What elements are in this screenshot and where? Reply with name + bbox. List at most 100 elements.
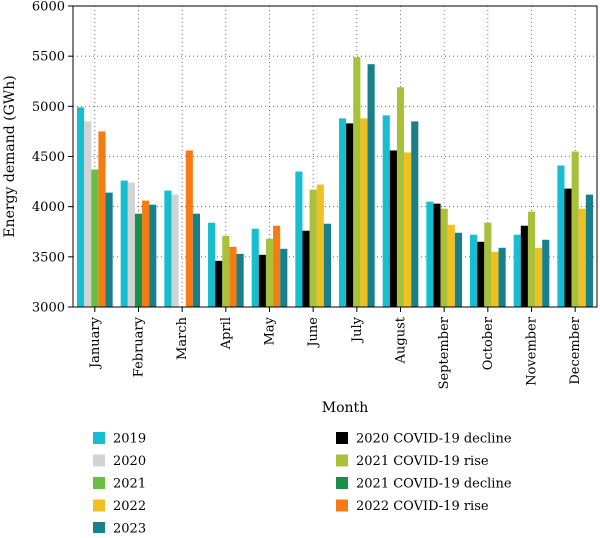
bar-november-2023 [542, 239, 550, 307]
legend-label-2019: 2019 [113, 432, 146, 447]
legend-label-2020-covid-19-decline: 2020 COVID-19 decline [356, 432, 512, 447]
bar-july-2022 [360, 118, 368, 307]
legend-swatch-2020-covid-19-decline [336, 432, 348, 444]
bar-september-2020-covid-19-decline [433, 203, 441, 307]
bar-january-2023 [105, 192, 113, 307]
legend-swatch-2021-covid-19-decline [336, 477, 348, 489]
bar-april-2019 [208, 222, 216, 307]
bar-december-2023 [585, 194, 593, 307]
bar-october-2020-covid-19-decline [477, 241, 485, 307]
bar-april-2020-covid-19-decline [215, 260, 223, 307]
legend-label-2022-covid-19-rise: 2022 COVID-19 rise [356, 499, 489, 514]
legend-swatch-2021 [93, 477, 105, 489]
x-tick-label-april: April [219, 317, 234, 350]
bar-october-2023 [498, 247, 506, 307]
bar-february-2019 [120, 180, 128, 307]
legend-label-2021-covid-19-decline: 2021 COVID-19 decline [356, 477, 512, 492]
bar-august-2021-covid-19-rise [396, 87, 405, 308]
bar-february-2022-covid-19-rise [142, 200, 150, 307]
legend-swatch-2022 [93, 499, 105, 512]
bar-august-2022 [404, 152, 412, 307]
x-axis-label: Month [322, 400, 368, 416]
bar-may-2019 [251, 228, 259, 307]
bar-march-2023 [192, 213, 200, 307]
y-tick-label: 5000 [32, 100, 65, 115]
x-tick-label-december: December [568, 316, 583, 384]
bar-january-2019 [77, 107, 85, 307]
y-tick-label: 3500 [32, 250, 65, 265]
x-tick-label-february: February [132, 316, 147, 377]
x-tick-label-january: January [88, 316, 103, 370]
bar-july-2023 [367, 64, 375, 308]
bar-june-2021-covid-19-rise [309, 189, 317, 307]
bar-may-2020-covid-19-decline [258, 254, 266, 307]
bar-december-2021-covid-19-rise [571, 151, 579, 307]
bar-march-2019 [164, 190, 172, 307]
x-tick-label-november: November [525, 316, 540, 386]
bar-november-2021-covid-19-rise [527, 211, 536, 307]
bar-may-2021-covid-19-rise [265, 238, 274, 307]
bar-july-2020-covid-19-decline [346, 123, 354, 307]
legend-swatch-2021-covid-19-rise [336, 454, 348, 467]
bar-december-2020-covid-19-decline [564, 188, 572, 307]
bar-april-2022-covid-19-rise [229, 246, 237, 307]
legend-swatch-2019 [93, 432, 105, 444]
bar-january-2021 [91, 169, 99, 307]
y-axis-label: Energy demand (GWh) [2, 75, 18, 237]
legend-label-2021-covid-19-rise: 2021 COVID-19 rise [356, 454, 489, 469]
bar-march-2020 [171, 194, 179, 307]
bar-january-2022-covid-19-rise [98, 131, 106, 307]
bar-march-2022-covid-19-rise [185, 150, 193, 307]
bar-june-2023 [323, 223, 331, 307]
y-tick-label: 6000 [32, 0, 65, 15]
bar-september-2022 [447, 224, 455, 307]
bar-december-2019 [557, 165, 565, 307]
x-tick-label-july: July [350, 316, 365, 344]
y-tick-label: 4500 [32, 150, 65, 165]
legend-label-2022: 2022 [113, 499, 146, 514]
bar-august-2019 [382, 115, 390, 307]
bar-july-2019 [339, 118, 347, 307]
legend-label-2023: 2023 [113, 522, 146, 534]
bar-june-2019 [295, 171, 303, 307]
legend-swatch-2022-covid-19-rise [336, 499, 348, 512]
bar-october-2022 [491, 251, 499, 307]
bar-may-2023 [280, 248, 288, 307]
bar-april-2023 [236, 253, 244, 307]
bar-february-2020 [127, 182, 135, 307]
legend-label-2020: 2020 [113, 454, 146, 469]
x-tick-label-june: June [306, 317, 321, 349]
y-tick-label: 3000 [32, 301, 65, 316]
bar-october-2019 [470, 234, 478, 307]
x-tick-label-september: September [437, 316, 452, 389]
bar-september-2021-covid-19-rise [440, 208, 448, 307]
bar-july-2021-covid-19-rise [353, 57, 361, 307]
y-tick-label: 5500 [32, 50, 65, 65]
x-tick-label-march: March [175, 316, 190, 360]
bar-december-2022 [578, 208, 586, 307]
x-tick-label-october: October [481, 316, 496, 370]
bar-october-2021-covid-19-rise [484, 222, 492, 307]
bar-november-2020-covid-19-decline [520, 225, 528, 307]
plot-frame [72, 5, 598, 308]
bar-june-2022 [316, 184, 324, 307]
legend-swatch-2020 [93, 454, 105, 467]
bar-november-2022 [535, 247, 543, 307]
x-tick-label-may: May [263, 316, 278, 345]
legend-swatch-2023 [93, 522, 105, 534]
bar-april-2021-covid-19-rise [222, 235, 230, 307]
bar-september-2023 [454, 232, 462, 307]
bar-may-2022-covid-19-rise [273, 225, 281, 307]
bar-january-2020 [84, 121, 92, 307]
legend-label-2021: 2021 [113, 477, 146, 492]
bar-august-2020-covid-19-decline [389, 150, 397, 307]
bar-september-2019 [426, 201, 434, 307]
y-tick-label: 4000 [32, 200, 65, 215]
bar-august-2023 [411, 121, 419, 307]
bar-november-2019 [513, 234, 521, 307]
bar-june-2020-covid-19-decline [302, 230, 310, 307]
bar-february-2021-covid-19-decline [134, 213, 143, 307]
bar-february-2023 [149, 204, 157, 307]
